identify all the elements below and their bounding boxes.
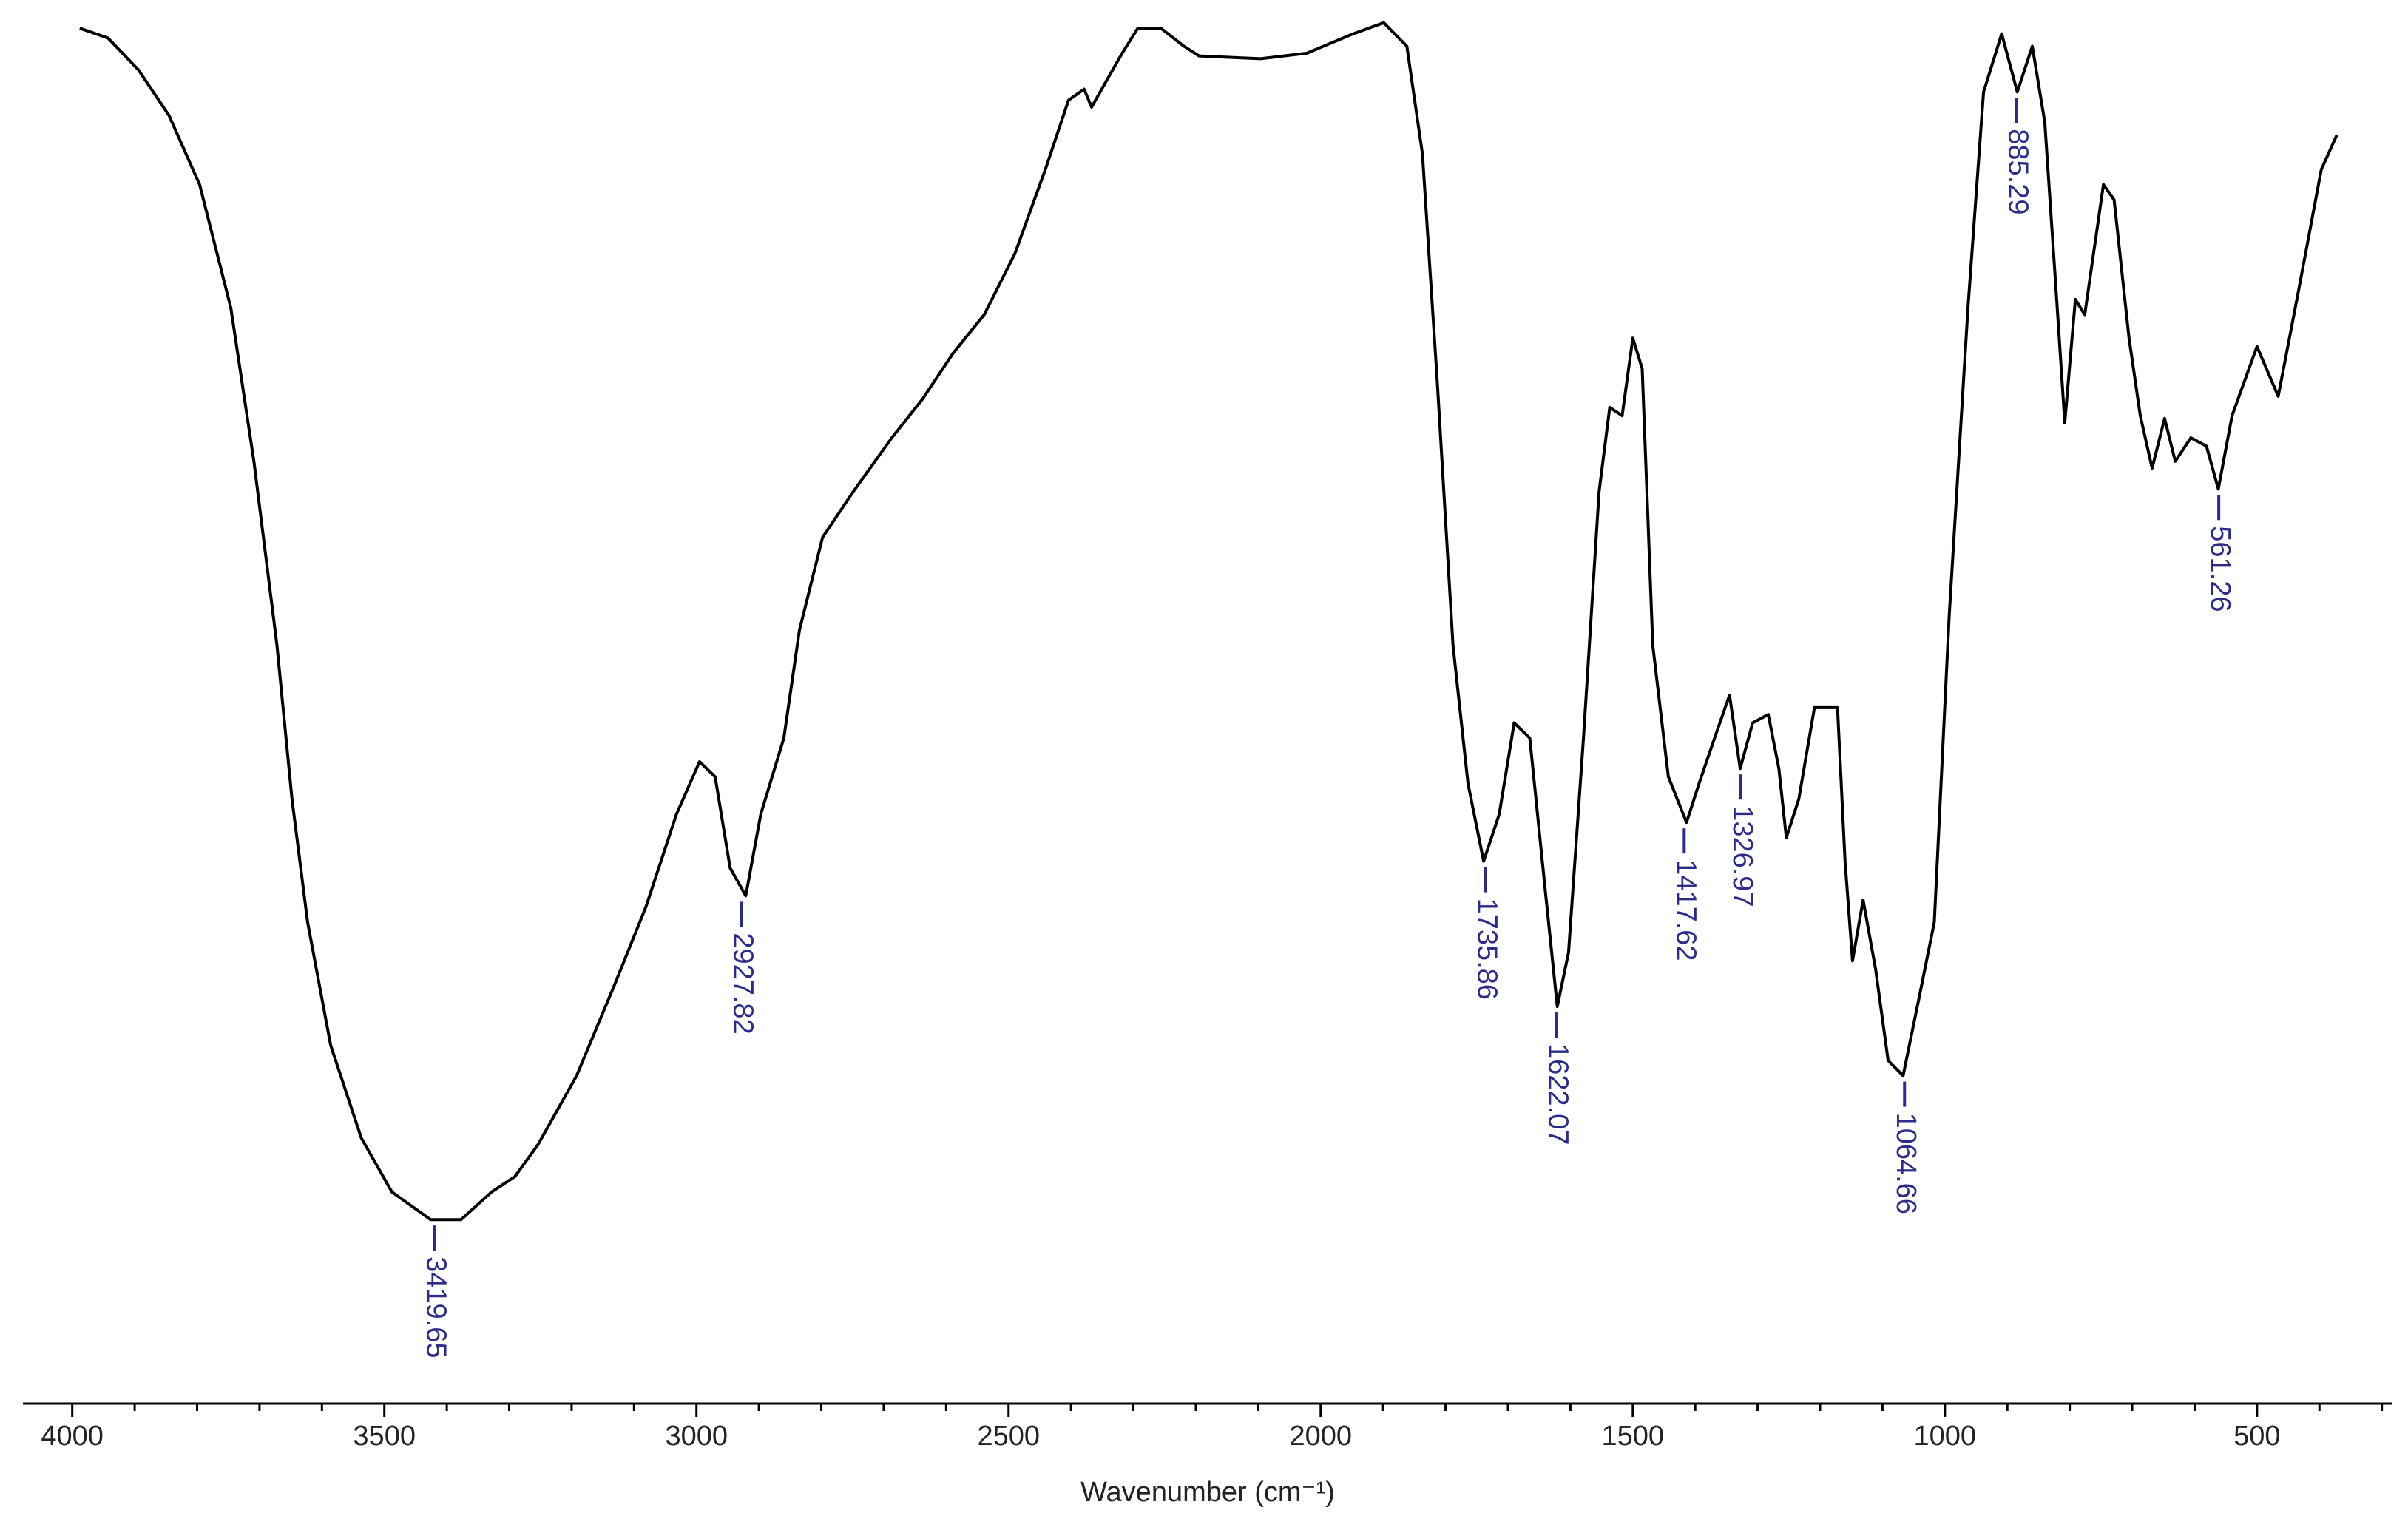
x-tick-label: 2000: [1289, 1421, 1352, 1452]
peak-label: 1622.07: [1543, 1043, 1574, 1145]
peak-label: 561.26: [2205, 526, 2236, 612]
x-tick-label: 2500: [977, 1421, 1040, 1452]
x-tick-label: 500: [2233, 1421, 2280, 1452]
x-tick-label: 1500: [1602, 1421, 1665, 1452]
peak-label: 1417.62: [1670, 859, 1701, 961]
peak-label-group: 3419.65: [420, 1256, 451, 1358]
peak-label: 1326.97: [1727, 805, 1758, 907]
peak-label-group: 885.29: [2003, 129, 2034, 214]
x-tick-label: 3000: [665, 1421, 728, 1452]
peak-label-group: 1417.62: [1670, 859, 1701, 961]
peak-label-group: 561.26: [2205, 526, 2236, 612]
peak-label: 1064.66: [1890, 1113, 1921, 1214]
peak-label-group: 1735.86: [1472, 899, 1503, 1000]
spectrum-line: [79, 21, 2338, 1222]
peak-label: 2927.82: [728, 933, 759, 1034]
peak-label-group: 2927.82: [728, 933, 759, 1034]
x-axis-label: Wavenumber (cm⁻¹): [1080, 1477, 1335, 1508]
peak-label: 3419.65: [420, 1256, 451, 1358]
x-tick-label: 1000: [1914, 1421, 1977, 1452]
peak-label-group: 1622.07: [1543, 1043, 1574, 1145]
peak-label-group: 1326.97: [1727, 805, 1758, 907]
x-tick-label: 3500: [353, 1421, 416, 1452]
peak-label: 1735.86: [1472, 899, 1503, 1000]
peak-label: 885.29: [2003, 129, 2034, 214]
peak-label-group: 1064.66: [1890, 1113, 1921, 1214]
x-tick-label: 4000: [41, 1421, 104, 1452]
